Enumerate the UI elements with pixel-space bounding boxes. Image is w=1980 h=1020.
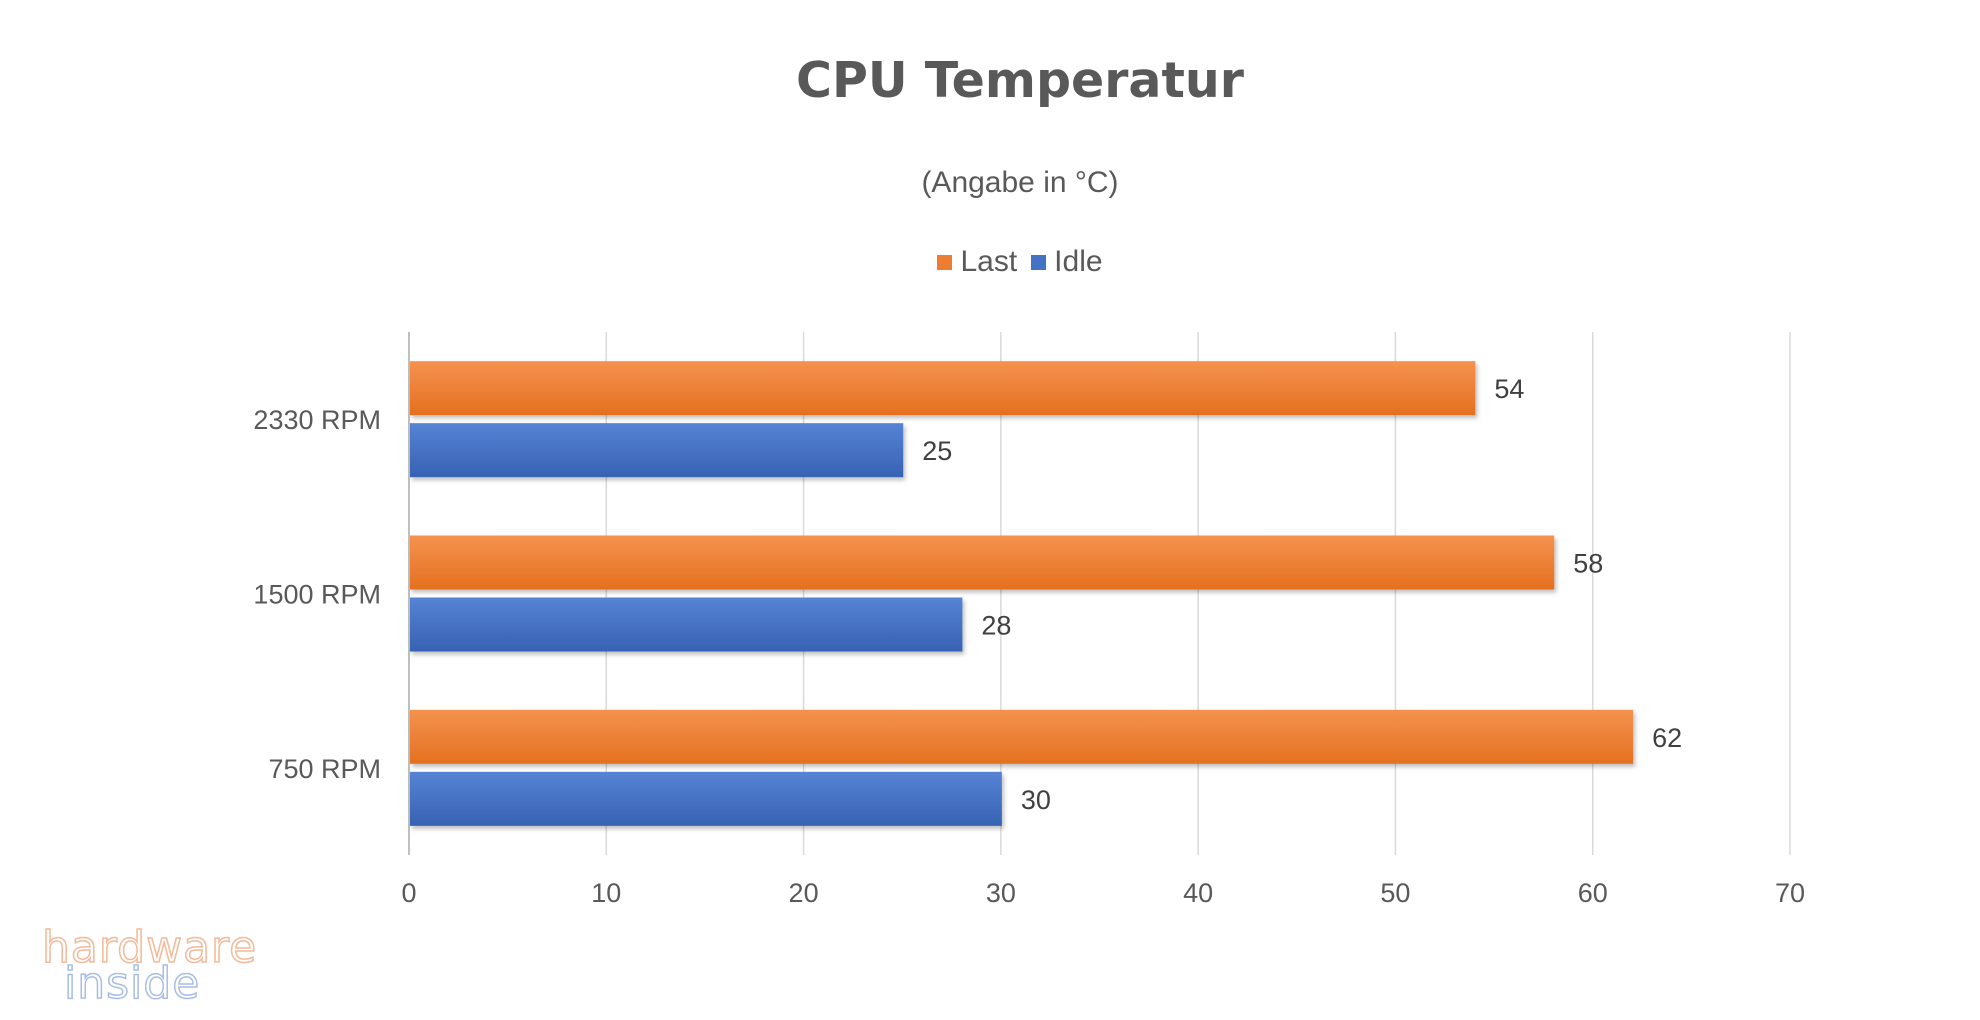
- legend: Last Idle: [0, 245, 1980, 279]
- x-tick-label: 50: [1380, 878, 1410, 908]
- bar-last: [410, 535, 1555, 590]
- data-label-idle: 25: [922, 436, 952, 466]
- legend-swatch-idle: [1031, 254, 1047, 270]
- category-label: 2330 RPM: [253, 405, 381, 435]
- x-tick-label: 0: [401, 878, 416, 908]
- gridlines: [408, 332, 1791, 855]
- x-tick-label: 20: [789, 878, 819, 908]
- logo-text-inside: inside: [63, 958, 201, 1009]
- data-labels: 54 25 58 28 62 30: [922, 374, 1682, 815]
- x-tick-label: 10: [591, 878, 621, 908]
- x-tick-label: 30: [986, 878, 1016, 908]
- legend-item-idle: Idle: [1031, 245, 1103, 279]
- chart-title: CPU Temperatur: [796, 52, 1244, 109]
- x-tick-label: 70: [1775, 878, 1805, 908]
- legend-label-last: Last: [960, 245, 1018, 278]
- x-axis-ticks: 0 10 20 30 40 50 60 70: [401, 878, 1805, 908]
- legend-swatch-last: [937, 254, 953, 270]
- chart-subtitle: (Angabe in °C): [921, 166, 1119, 199]
- data-label-idle: 28: [981, 611, 1011, 641]
- logo-text-hardware: hardware: [41, 922, 258, 973]
- data-label-last: 58: [1573, 549, 1603, 579]
- bar-idle: [410, 597, 963, 652]
- bars: [410, 361, 1634, 826]
- legend-label-idle: Idle: [1054, 245, 1103, 278]
- x-tick-label: 40: [1183, 878, 1213, 908]
- x-tick-label: 60: [1578, 878, 1608, 908]
- hardware-inside-logo: hardware inside: [41, 922, 258, 1009]
- bar-last: [410, 709, 1634, 764]
- bar-last: [410, 361, 1476, 416]
- data-label-last: 62: [1652, 723, 1682, 753]
- data-label-idle: 30: [1021, 785, 1051, 815]
- category-label: 750 RPM: [268, 754, 381, 784]
- data-label-last: 54: [1494, 374, 1524, 404]
- category-label: 1500 RPM: [253, 580, 381, 610]
- legend-item-last: Last: [937, 245, 1017, 279]
- bar-idle: [410, 771, 1002, 826]
- y-axis-categories: 2330 RPM 1500 RPM 750 RPM: [253, 405, 381, 784]
- bar-idle: [410, 423, 904, 478]
